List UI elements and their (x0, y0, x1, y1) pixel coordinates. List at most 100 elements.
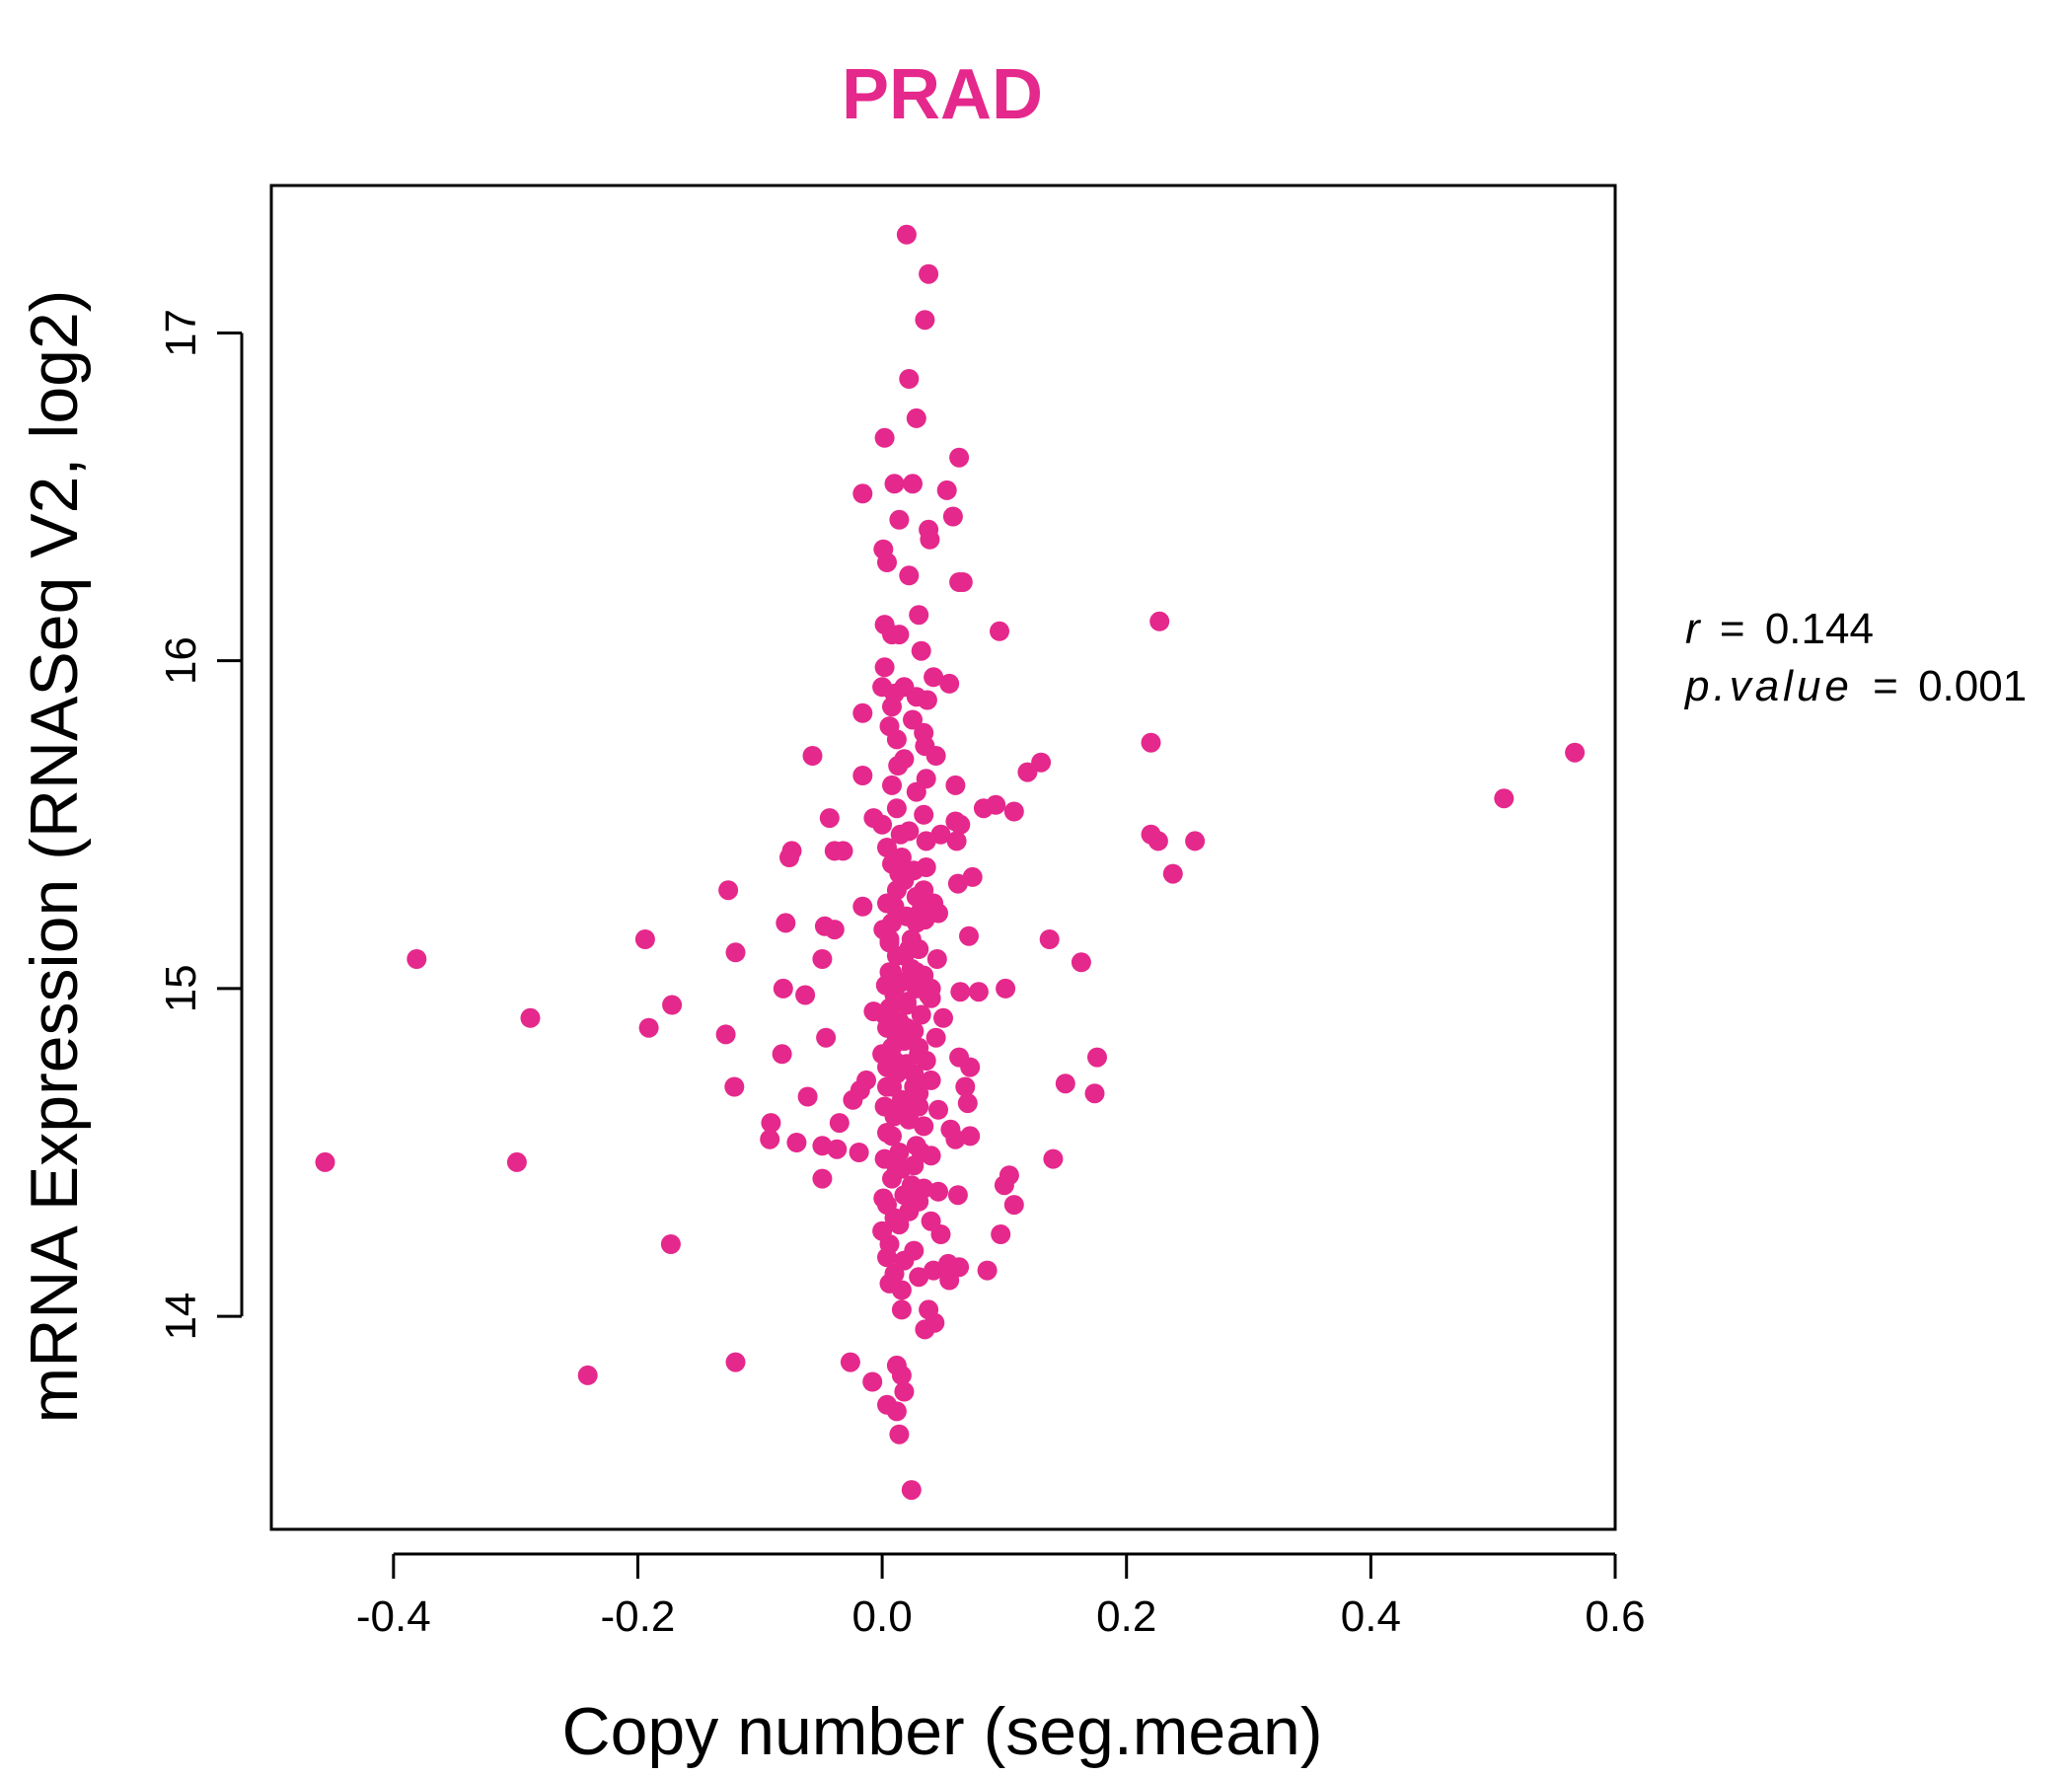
data-point (724, 1076, 745, 1097)
data-point (919, 985, 939, 1005)
data-point (899, 565, 920, 586)
data-point (812, 1136, 833, 1156)
data-point (506, 1151, 527, 1172)
data-point (849, 1143, 869, 1162)
data-point (906, 781, 926, 802)
data-point (1084, 1083, 1105, 1104)
data-point (926, 949, 947, 969)
y-tick-label: 16 (157, 636, 205, 685)
data-point (894, 945, 915, 966)
data-point (660, 1234, 681, 1254)
x-tick-label: 0.6 (1585, 1592, 1645, 1641)
points-layer (315, 224, 1586, 1501)
data-point (906, 407, 926, 428)
data-point (911, 1143, 931, 1162)
data-point (786, 1133, 807, 1152)
data-point (852, 896, 873, 917)
data-point (874, 427, 895, 448)
data-point (901, 1175, 922, 1196)
r-value: 0.144 (1765, 605, 1874, 653)
data-point (916, 857, 936, 877)
data-point (930, 1224, 951, 1244)
data-point (939, 673, 960, 694)
data-point (950, 814, 971, 835)
data-point (925, 1027, 946, 1048)
data-point (877, 1247, 897, 1268)
data-point (890, 824, 911, 845)
data-point (915, 310, 935, 331)
x-tick-label: 0.2 (1096, 1592, 1156, 1641)
data-point (924, 667, 944, 688)
data-point (879, 929, 900, 949)
data-point (829, 1113, 850, 1134)
data-point (911, 1004, 931, 1025)
y-axis: 14 15 16 17 (157, 309, 244, 1341)
data-point (960, 1057, 981, 1077)
data-point (909, 1096, 929, 1117)
data-point (779, 848, 799, 867)
data-point (819, 808, 840, 829)
data-point (1003, 1195, 1024, 1216)
data-point (891, 1365, 912, 1385)
data-point (874, 1004, 895, 1025)
data-point (906, 913, 926, 933)
data-point (315, 1151, 335, 1172)
data-point (882, 697, 902, 717)
data-point (921, 1070, 941, 1090)
data-point (776, 913, 796, 933)
x-tick-label: 0.4 (1341, 1592, 1401, 1641)
data-point (903, 474, 923, 494)
data-point (901, 1480, 922, 1501)
data-point (1162, 863, 1183, 884)
data-point (915, 1319, 935, 1340)
data-point (949, 447, 970, 468)
data-point (894, 1381, 915, 1402)
data-point (901, 929, 922, 949)
data-point (889, 625, 910, 645)
data-point (662, 995, 683, 1015)
data-point (882, 775, 902, 795)
data-point (884, 1051, 905, 1071)
data-point (906, 962, 926, 983)
data-point (827, 1139, 848, 1159)
data-point (862, 1371, 883, 1392)
data-point (994, 1175, 1014, 1196)
data-point (909, 1044, 929, 1065)
data-point (872, 814, 893, 835)
data-point (914, 1116, 934, 1137)
data-point (945, 1129, 966, 1149)
r-label: r (1685, 605, 1702, 653)
data-point (1055, 1073, 1075, 1094)
p-equals: = (1873, 662, 1898, 710)
data-point (911, 640, 931, 661)
data-point (939, 1270, 960, 1291)
data-point (725, 1352, 746, 1372)
data-point (725, 942, 746, 963)
y-tick-label: 17 (157, 309, 205, 357)
data-point (945, 775, 966, 795)
y-axis-title: mRNA Expression (RNASeq V2, log2) (17, 290, 92, 1424)
data-point (977, 1260, 998, 1281)
data-point (955, 1076, 976, 1097)
data-point (928, 1099, 948, 1120)
data-point (891, 1158, 912, 1179)
p-stat: p.value = 0.001 (1683, 662, 2027, 710)
data-point (1071, 952, 1091, 973)
data-point (1003, 801, 1024, 822)
data-point (942, 506, 963, 527)
plot-frame (269, 184, 1617, 1531)
data-point (795, 985, 816, 1005)
data-point (840, 1352, 860, 1372)
data-point (925, 746, 946, 766)
data-point (812, 1168, 833, 1189)
data-point (904, 1076, 925, 1097)
data-point (996, 978, 1016, 999)
data-point (909, 1267, 929, 1288)
r-equals: = (1720, 605, 1745, 653)
data-point (1141, 732, 1161, 753)
data-point (772, 1044, 792, 1065)
data-point (947, 873, 968, 894)
data-point (914, 880, 934, 901)
data-point (761, 1113, 781, 1134)
data-point (947, 1185, 968, 1206)
